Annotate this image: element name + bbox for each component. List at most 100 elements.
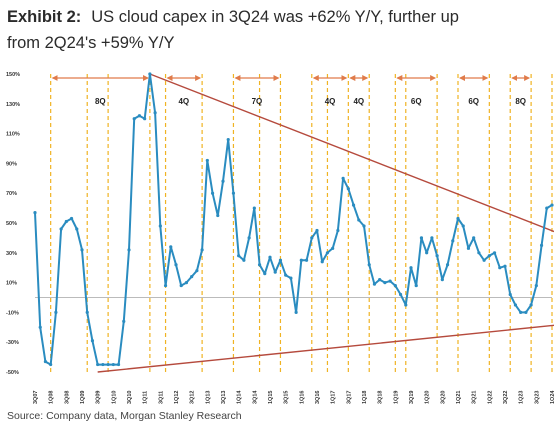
data-point: [472, 236, 476, 240]
data-point: [85, 310, 89, 314]
data-point: [179, 283, 183, 288]
data-point: [96, 362, 100, 367]
x-tick-label: 3Q23: [534, 391, 540, 404]
data-point: [487, 254, 491, 258]
data-point: [477, 251, 481, 255]
data-point: [49, 362, 53, 367]
data-point: [508, 292, 512, 297]
y-tick-label: -30%: [6, 340, 19, 346]
data-point: [482, 258, 486, 262]
data-point: [393, 283, 397, 288]
trend-line: [149, 73, 554, 233]
data-point: [404, 303, 408, 307]
data-point: [445, 263, 450, 267]
data-point: [534, 283, 538, 288]
data-point: [289, 276, 293, 280]
x-tick-label: 1Q19: [393, 391, 399, 404]
data-point: [101, 362, 105, 367]
data-point: [169, 245, 173, 249]
title-text: US cloud capex in 3Q24 was +62% Y/Y, fur…: [91, 8, 459, 26]
data-point: [127, 248, 131, 252]
data-point: [435, 254, 439, 258]
data-point: [273, 270, 277, 274]
x-tick-label: 1Q14: [237, 390, 243, 404]
trend-line: [97, 324, 554, 373]
title-line1: Exhibit 2: US cloud capex in 3Q24 was +62…: [7, 4, 552, 30]
data-point: [550, 203, 554, 207]
data-point: [341, 176, 345, 180]
y-tick-label: -50%: [6, 370, 19, 376]
data-point: [492, 251, 497, 255]
data-point: [513, 303, 518, 307]
x-tick-label: 3Q19: [409, 391, 415, 404]
data-point: [226, 137, 230, 142]
cycle-duration-label: 6Q: [468, 97, 479, 106]
data-point: [440, 278, 444, 282]
data-point: [90, 339, 95, 343]
x-tick-label: 3Q21: [472, 391, 478, 404]
x-tick-label: 1Q20: [425, 391, 431, 404]
x-tick-label: 3Q08: [64, 391, 70, 404]
data-point: [320, 260, 324, 264]
data-point: [106, 362, 110, 367]
data-point: [33, 210, 37, 215]
data-point: [137, 114, 142, 118]
data-point: [372, 282, 377, 286]
x-tick-label: 3Q14: [252, 390, 258, 404]
data-point: [539, 243, 544, 247]
x-tick-label: 3Q17: [346, 391, 352, 404]
data-point: [466, 246, 471, 250]
x-tick-label: 3Q18: [378, 391, 384, 404]
data-point: [116, 362, 121, 367]
x-tick-label: 1Q13: [205, 391, 211, 404]
data-point: [221, 179, 225, 183]
data-point: [294, 310, 298, 314]
cycle-duration-label: 8Q: [95, 97, 106, 106]
data-point: [158, 224, 162, 228]
data-point: [284, 273, 288, 277]
data-point: [195, 269, 199, 273]
y-tick-label: 110%: [6, 132, 20, 138]
cycle-duration-label: 4Q: [178, 97, 189, 106]
data-point: [80, 248, 84, 252]
data-point: [143, 117, 147, 121]
data-point: [351, 203, 356, 207]
data-point: [210, 191, 215, 195]
data-point: [425, 251, 429, 255]
x-tick-label: 1Q10: [111, 391, 117, 404]
x-tick-label: 1Q11: [143, 391, 149, 404]
x-tick-label: 1Q15: [268, 391, 274, 404]
x-tick-label: 3Q16: [315, 391, 321, 404]
x-tick-label: 1Q24: [550, 390, 554, 404]
data-point: [184, 281, 189, 285]
data-point: [54, 310, 58, 314]
source-note: Source: Company data, Morgan Stanley Res…: [7, 410, 242, 422]
x-tick-label: 1Q22: [487, 391, 493, 404]
data-point: [59, 227, 63, 231]
y-tick-label: 130%: [6, 102, 20, 108]
data-point: [38, 325, 42, 329]
data-point: [336, 228, 340, 233]
data-point: [163, 283, 168, 288]
data-point: [461, 224, 465, 228]
x-tick-label: 1Q23: [519, 391, 525, 404]
data-point: [111, 362, 115, 367]
cycle-duration-label: 6Q: [411, 97, 422, 106]
data-point: [378, 278, 382, 282]
x-tick-label: 3Q10: [127, 391, 133, 404]
y-tick-label: -10%: [6, 310, 19, 316]
x-tick-label: 3Q13: [221, 391, 227, 404]
data-point: [122, 319, 126, 323]
data-point: [205, 158, 209, 163]
data-point: [456, 216, 460, 221]
data-point: [367, 263, 371, 267]
data-point: [325, 251, 330, 255]
data-point: [383, 281, 387, 285]
data-point: [174, 263, 178, 267]
data-point: [346, 187, 350, 191]
y-tick-label: 10%: [6, 281, 17, 287]
data-point: [64, 219, 68, 224]
data-point: [69, 216, 74, 221]
chart: -50%-30%-10%10%30%50%70%90%110%130%150% …: [6, 72, 554, 404]
data-point: [237, 254, 241, 258]
